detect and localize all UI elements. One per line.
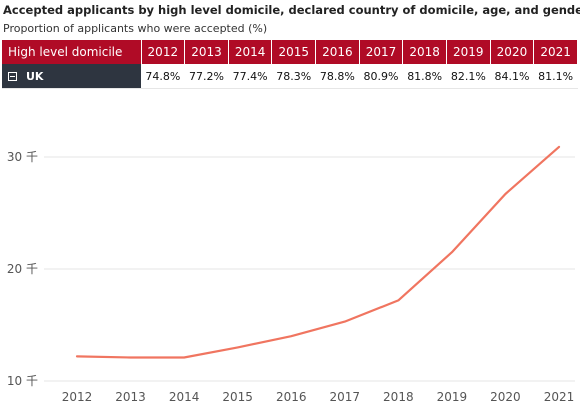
year-header[interactable]: 2014 <box>228 40 273 64</box>
x-tick-label: 2018 <box>383 390 414 404</box>
row-label: UK <box>26 69 44 83</box>
year-header[interactable]: 2020 <box>490 40 535 64</box>
x-tick-label: 2017 <box>330 390 361 404</box>
value-cell: 82.1% <box>446 64 491 89</box>
x-tick-label: 2021 <box>544 390 575 404</box>
data-point[interactable] <box>447 247 457 257</box>
data-point[interactable] <box>554 142 564 152</box>
year-header[interactable]: 2013 <box>184 40 229 64</box>
value-cell: 78.8% <box>315 64 360 89</box>
x-tick-label: 2014 <box>169 390 200 404</box>
chart-title: Accepted applicants by high level domici… <box>3 3 580 17</box>
year-header[interactable]: 2019 <box>446 40 491 64</box>
value-cell: 81.8% <box>402 64 447 89</box>
data-point[interactable] <box>233 342 243 352</box>
row-header[interactable]: High level domicile <box>2 40 142 64</box>
x-tick-label: 2019 <box>437 390 468 404</box>
table-header-row: High level domicile 2012 2013 2014 2015 … <box>2 40 578 64</box>
data-point[interactable] <box>126 352 136 362</box>
data-point[interactable] <box>500 189 510 199</box>
x-tick-label: 2012 <box>62 390 93 404</box>
x-tick-label: 2015 <box>222 390 253 404</box>
chart-subtitle: Proportion of applicants who were accept… <box>3 22 268 35</box>
table-row: UK 74.8% 77.2% 77.4% 78.3% 78.8% 80.9% 8… <box>2 64 578 89</box>
collapse-icon[interactable] <box>8 71 17 81</box>
summary-table: High level domicile 2012 2013 2014 2015 … <box>2 40 578 89</box>
value-cell: 80.9% <box>359 64 403 89</box>
data-point[interactable] <box>340 317 350 327</box>
year-header[interactable]: 2018 <box>402 40 447 64</box>
value-cell: 78.3% <box>271 64 316 89</box>
year-header[interactable]: 2021 <box>533 40 578 64</box>
year-header[interactable]: 2017 <box>359 40 404 64</box>
value-cell: 77.2% <box>184 64 229 89</box>
data-point[interactable] <box>179 352 189 362</box>
data-point[interactable] <box>286 331 296 341</box>
y-tick-label: 20 千 <box>7 262 38 276</box>
value-cell: 77.4% <box>228 64 272 89</box>
value-cell: 74.8% <box>141 64 185 89</box>
x-tick-label: 2020 <box>490 390 521 404</box>
value-cell: 84.1% <box>490 64 534 89</box>
year-header[interactable]: 2016 <box>315 40 360 64</box>
x-tick-label: 2013 <box>115 390 146 404</box>
row-label-cell[interactable]: UK <box>2 64 141 89</box>
y-tick-label: 30 千 <box>7 150 38 164</box>
data-point[interactable] <box>72 351 82 361</box>
data-point[interactable] <box>393 295 403 305</box>
x-tick-label: 2016 <box>276 390 307 404</box>
y-tick-label: 10 千 <box>7 374 38 388</box>
value-cell: 81.1% <box>533 64 578 89</box>
year-header[interactable]: 2012 <box>141 40 186 64</box>
year-header[interactable]: 2015 <box>271 40 317 64</box>
series-line[interactable] <box>75 145 561 359</box>
